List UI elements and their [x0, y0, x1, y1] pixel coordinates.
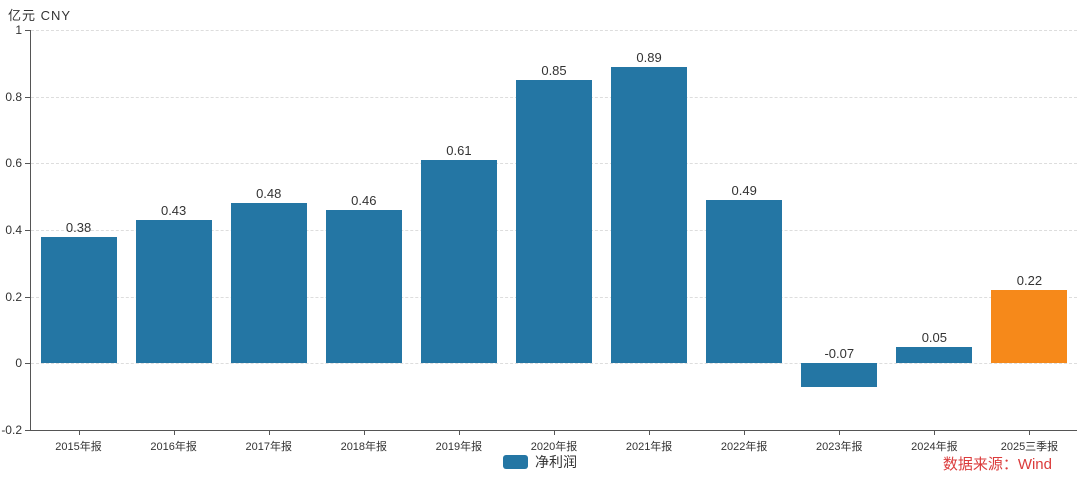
y-axis-label: 1: [15, 23, 22, 37]
x-axis-label: 2015年报: [55, 441, 102, 453]
x-axis-label: 2025三季报: [1000, 441, 1059, 453]
gridline: [31, 363, 1077, 365]
y-axis-label: -0.2: [1, 423, 22, 437]
x-axis-label: 2016年报: [150, 441, 197, 453]
bar-value-label: 0.48: [256, 186, 282, 202]
x-axis-label: 2020年报: [530, 441, 578, 453]
y-axis-tick: [25, 430, 30, 431]
gridline: [31, 30, 1077, 31]
bar-2019年报[interactable]: [420, 160, 497, 364]
bar-value-label: 0.85: [541, 63, 567, 78]
x-axis-label: 2022年报: [720, 441, 768, 453]
bar-2023年报[interactable]: [801, 363, 878, 387]
x-axis-label: 2017年报: [245, 441, 292, 453]
bar-value-label: 0.43: [160, 203, 187, 218]
bar-value-label: 0.61: [446, 143, 472, 158]
bar-2022年报[interactable]: [706, 200, 783, 364]
y-axis-tick: [25, 363, 30, 365]
bar-value-label: 0.46: [351, 193, 377, 208]
bar-2017年报[interactable]: [230, 203, 307, 364]
bar-2020年报[interactable]: [515, 80, 593, 364]
bar-2015年报[interactable]: [40, 236, 117, 364]
x-axis-tick: [268, 430, 270, 435]
bar-2016年报[interactable]: [135, 220, 212, 364]
bar-2018年报[interactable]: [325, 210, 402, 364]
y-axis-label: 0.2: [5, 289, 22, 304]
y-axis-label: 0: [15, 356, 22, 371]
legend: 净利润: [0, 452, 1080, 472]
x-axis-label: 2019年报: [435, 441, 483, 453]
legend-label[interactable]: 净利润: [535, 454, 577, 470]
x-axis-label: 2024年报: [911, 441, 958, 453]
bar-2021年报[interactable]: [611, 66, 688, 364]
y-axis-tick: [25, 30, 30, 31]
x-axis-tick: [744, 430, 746, 435]
x-axis-tick: [554, 430, 555, 435]
y-axis-unit-label: 亿元 CNY: [8, 8, 72, 23]
bar-value-label: 0.05: [921, 329, 948, 345]
y-axis-tick: [25, 296, 30, 298]
bar-value-label: -0.07: [824, 346, 855, 362]
bar-value-label: 0.49: [731, 183, 757, 198]
bar-value-label: 0.89: [636, 49, 662, 65]
y-axis-label: 0.8: [5, 89, 22, 104]
y-axis-label: 0.4: [5, 223, 22, 237]
y-axis-label: 0.6: [5, 156, 22, 171]
y-axis-tick: [25, 230, 30, 231]
x-axis-tick: [363, 430, 365, 435]
y-axis-tick: [25, 96, 30, 98]
x-axis-tick: [934, 430, 936, 435]
plot-area: 1 0.8 0.6 0.4 0.2 0 -0.2 0.38 2015年报 0.43 2016年报 0.…: [1, 23, 1077, 453]
x-axis-tick: [458, 430, 460, 435]
x-axis-tick: [1029, 430, 1031, 435]
legend-swatch[interactable]: [503, 455, 528, 469]
x-axis-tick: [78, 430, 80, 435]
x-axis-label: 2021年报: [625, 441, 673, 453]
bar-2025三季报[interactable]: [991, 290, 1068, 364]
x-axis-label: 2023年报: [816, 441, 863, 453]
bar-value-label: 0.38: [65, 219, 92, 235]
bar-value-label: 0.22: [1016, 273, 1043, 288]
y-axis-tick: [25, 163, 30, 165]
x-axis-tick: [839, 430, 841, 435]
x-axis-label: 2018年报: [340, 441, 388, 453]
x-axis-tick: [649, 430, 651, 435]
bar-2024年报[interactable]: [896, 346, 973, 364]
data-source-credit: 数据来源：Wind: [942, 456, 1052, 473]
x-axis-tick: [173, 430, 175, 435]
